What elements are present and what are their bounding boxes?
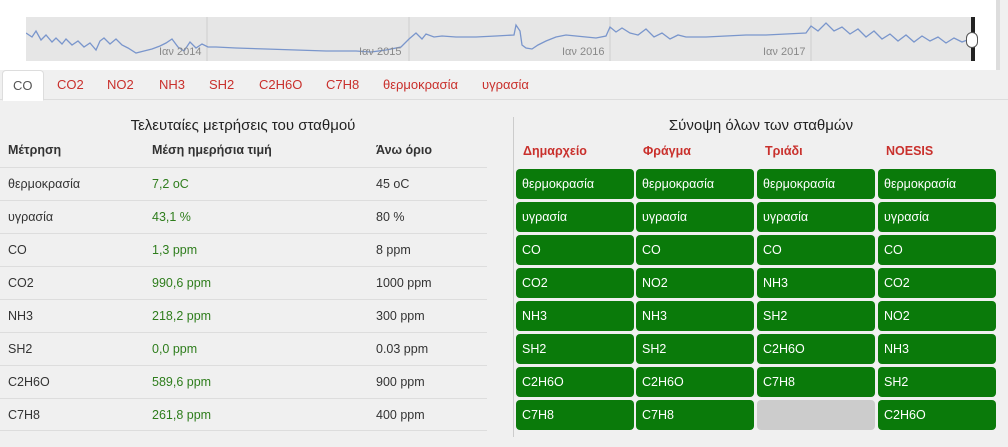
measurement-name: CO2 xyxy=(8,276,34,290)
tab-c7h8[interactable]: C7H8 xyxy=(326,77,360,92)
table-row: SH2 0,0 ppm 0.03 ppm xyxy=(0,332,487,365)
table-row: C7H8 261,8 ppm 400 ppm xyxy=(0,398,487,431)
navigator-label-2017: Ιαν 2017 xyxy=(763,46,806,58)
status-cell[interactable]: CO xyxy=(516,235,634,265)
status-cell[interactable]: CO xyxy=(636,235,754,265)
measurement-name: CO xyxy=(8,243,27,257)
navigator-series-svg xyxy=(26,17,974,61)
status-cell[interactable]: CO xyxy=(757,235,875,265)
status-cell[interactable]: υγρασία xyxy=(636,202,754,232)
table-row: CO2 990,6 ppm 1000 ppm xyxy=(0,266,487,299)
status-cell[interactable]: C2H6O xyxy=(878,400,996,430)
navigator-series-line xyxy=(26,22,974,54)
panel-divider xyxy=(513,117,514,437)
tab-temperature[interactable]: θερμοκρασία xyxy=(383,77,458,92)
measurement-limit: 400 ppm xyxy=(376,408,425,422)
table-row: NH3 218,2 ppm 300 ppm xyxy=(0,299,487,332)
measurement-name: υγρασία xyxy=(8,210,54,224)
navigator-handle-grip-icon[interactable] xyxy=(966,32,978,48)
status-cell[interactable]: C7H8 xyxy=(516,400,634,430)
status-cell[interactable]: C7H8 xyxy=(636,400,754,430)
measurement-value: 7,2 oC xyxy=(152,177,189,191)
measurement-limit: 900 ppm xyxy=(376,375,425,389)
navigator-plot[interactable]: Ιαν 2014 Ιαν 2015 Ιαν 2016 Ιαν 2017 xyxy=(26,17,974,61)
tab-sh2[interactable]: SH2 xyxy=(209,77,235,92)
all-stations-summary-title: Σύνοψη όλων των σταθμών xyxy=(668,117,854,134)
navigator-scrollbar[interactable] xyxy=(996,0,1000,70)
measurement-value: 218,2 ppm xyxy=(152,309,212,323)
status-cell[interactable]: C7H8 xyxy=(757,367,875,397)
measurement-name: C2H6O xyxy=(8,375,50,389)
status-cell[interactable]: υγρασία xyxy=(878,202,996,232)
status-cell[interactable]: θερμοκρασία xyxy=(757,169,875,199)
status-cell[interactable]: CO2 xyxy=(878,268,996,298)
navigator-label-2015: Ιαν 2015 xyxy=(359,46,402,58)
measurement-name: SH2 xyxy=(8,342,33,356)
status-cell[interactable]: υγρασία xyxy=(516,202,634,232)
status-cell[interactable]: SH2 xyxy=(636,334,754,364)
measurement-limit: 1000 ppm xyxy=(376,276,432,290)
measurement-value: 1,3 ppm xyxy=(152,243,198,257)
status-cell[interactable]: NH3 xyxy=(516,301,634,331)
status-cell[interactable]: NH3 xyxy=(636,301,754,331)
status-cell[interactable]: CO xyxy=(878,235,996,265)
measurement-limit: 45 oC xyxy=(376,177,410,191)
header-daily-mean: Μέση ημερήσια τιμή xyxy=(152,143,272,157)
status-cell[interactable]: C2H6O xyxy=(757,334,875,364)
status-cell[interactable]: NH3 xyxy=(757,268,875,298)
tab-c2h6o[interactable]: C2H6O xyxy=(259,77,303,92)
status-cell[interactable]: C2H6O xyxy=(636,367,754,397)
status-cell[interactable]: SH2 xyxy=(878,367,996,397)
status-cell[interactable]: SH2 xyxy=(516,334,634,364)
station-header-dimarxeio[interactable]: Δημαρχείο xyxy=(523,144,587,158)
status-cell-empty xyxy=(757,400,875,430)
tab-humidity[interactable]: υγρασία xyxy=(482,77,529,92)
measurement-limit: 8 ppm xyxy=(376,243,411,257)
status-cell[interactable]: CO2 xyxy=(516,268,634,298)
measurement-value: 0,0 ppm xyxy=(152,342,198,356)
station-header-fragma[interactable]: Φράγμα xyxy=(643,144,691,158)
status-cell[interactable]: NO2 xyxy=(636,268,754,298)
status-cell[interactable]: θερμοκρασία xyxy=(516,169,634,199)
measurement-value: 589,6 ppm xyxy=(152,375,212,389)
measurement-limit: 80 % xyxy=(376,210,405,224)
status-cell[interactable]: θερμοκρασία xyxy=(878,169,996,199)
status-cell[interactable]: C2H6O xyxy=(516,367,634,397)
header-upper-limit: Άνω όριο xyxy=(376,143,433,157)
table-row: C2H6O 589,6 ppm 900 ppm xyxy=(0,365,487,398)
measurement-value: 43,1 % xyxy=(152,210,191,224)
status-cell[interactable]: υγρασία xyxy=(757,202,875,232)
measurement-value: 990,6 ppm xyxy=(152,276,212,290)
measurement-limit: 300 ppm xyxy=(376,309,425,323)
status-cell[interactable]: NH3 xyxy=(878,334,996,364)
navigator-label-2014: Ιαν 2014 xyxy=(159,46,202,58)
header-measurement: Μέτρηση xyxy=(8,143,62,157)
station-latest-title: Τελευταίες μετρήσεις του σταθμού xyxy=(130,117,356,134)
time-navigator[interactable]: Ιαν 2014 Ιαν 2015 Ιαν 2016 Ιαν 2017 xyxy=(0,0,1000,70)
measurement-name: C7H8 xyxy=(8,408,40,422)
tab-co[interactable]: CO xyxy=(2,70,44,101)
tab-co2[interactable]: CO2 xyxy=(57,77,84,92)
measurement-name: NH3 xyxy=(8,309,34,323)
tab-no2[interactable]: NO2 xyxy=(107,77,134,92)
table-row: CO 1,3 ppm 8 ppm xyxy=(0,233,487,266)
pollutant-tabs: CO CO2 NO2 NH3 SH2 C2H6O C7H8 θερμοκρασί… xyxy=(0,70,1008,101)
status-cell[interactable]: NO2 xyxy=(878,301,996,331)
table-row: θερμοκρασία 7,2 oC 45 oC xyxy=(0,167,487,200)
table-row: υγρασία 43,1 % 80 % xyxy=(0,200,487,233)
measurement-limit: 0.03 ppm xyxy=(376,342,429,356)
status-cell[interactable]: θερμοκρασία xyxy=(636,169,754,199)
station-header-triadi[interactable]: Τριάδι xyxy=(765,144,803,158)
tab-nh3[interactable]: NH3 xyxy=(159,77,186,92)
status-cell[interactable]: SH2 xyxy=(757,301,875,331)
navigator-label-2016: Ιαν 2016 xyxy=(562,46,605,58)
measurement-name: θερμοκρασία xyxy=(8,177,81,191)
station-header-noesis[interactable]: NOESIS xyxy=(886,144,934,158)
measurement-value: 261,8 ppm xyxy=(152,408,212,422)
